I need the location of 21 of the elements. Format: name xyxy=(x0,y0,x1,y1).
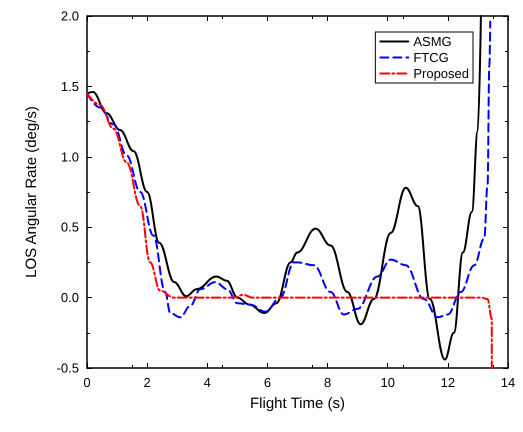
y-tick-label: -0.5 xyxy=(56,360,79,376)
x-tick-label: 12 xyxy=(440,375,456,390)
y-tick-label: 0.5 xyxy=(60,220,79,235)
x-tick-label: 2 xyxy=(144,375,151,390)
legend-label: FTCG xyxy=(413,50,449,65)
y-tick-label: 0.0 xyxy=(60,290,79,306)
y-tick-label: 1.0 xyxy=(60,149,79,164)
legend-label: ASMG xyxy=(413,34,452,49)
x-tick-label: 10 xyxy=(380,375,395,390)
y-tick-label: 2.0 xyxy=(60,8,79,24)
line-series xyxy=(86,92,493,369)
line-series xyxy=(86,20,492,318)
x-tick-label: 4 xyxy=(204,375,211,390)
x-axis-title: Flight Time (s) xyxy=(250,395,346,412)
x-tick-label: 0 xyxy=(83,375,91,390)
x-tick-label: 14 xyxy=(500,375,516,390)
y-tick-label: 1.5 xyxy=(60,78,79,94)
y-axis-title: LOS Angular Rate (deg/s) xyxy=(23,106,40,278)
x-tick-label: 6 xyxy=(264,375,272,390)
x-tick-label: 8 xyxy=(324,375,332,390)
legend-label: Proposed xyxy=(413,66,470,81)
